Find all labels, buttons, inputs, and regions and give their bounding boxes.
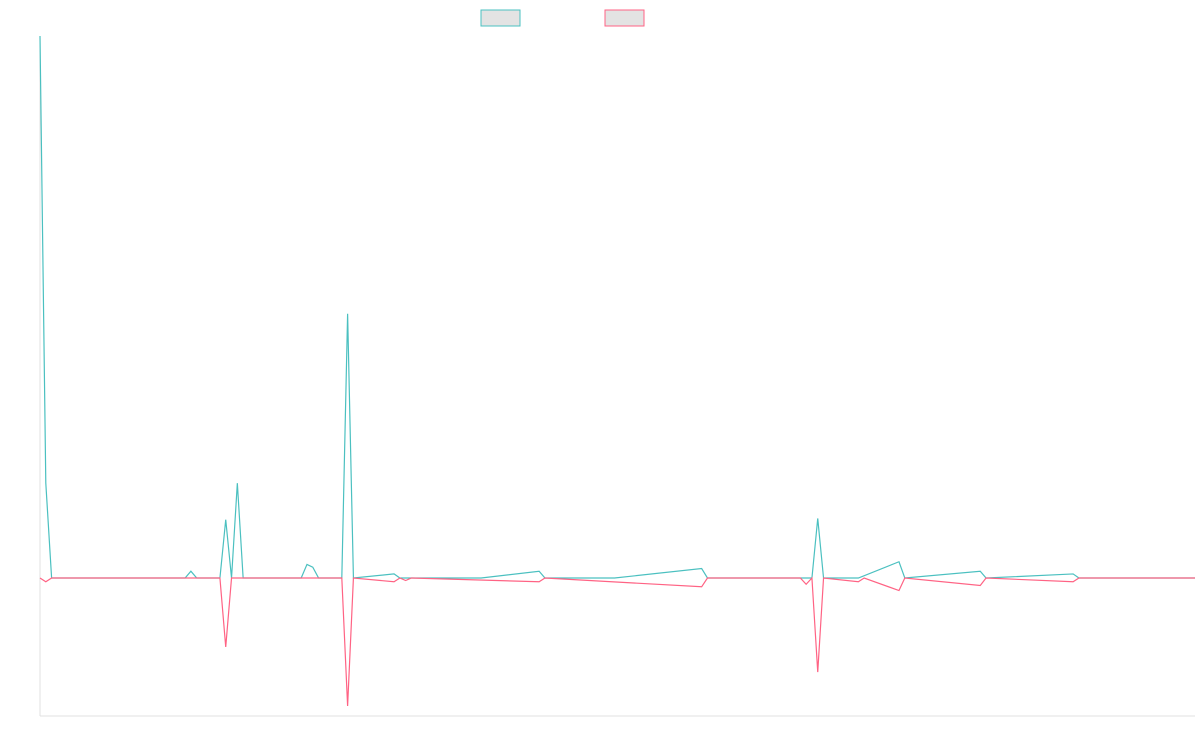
- legend: [480, 9, 645, 27]
- series-group: [39, 35, 1195, 706]
- legend-swatch-2[interactable]: [604, 9, 645, 27]
- axes: [39, 36, 1195, 717]
- series-line-2: [39, 576, 1195, 706]
- series-line-1: [39, 35, 1195, 579]
- legend-swatch-1[interactable]: [480, 9, 521, 27]
